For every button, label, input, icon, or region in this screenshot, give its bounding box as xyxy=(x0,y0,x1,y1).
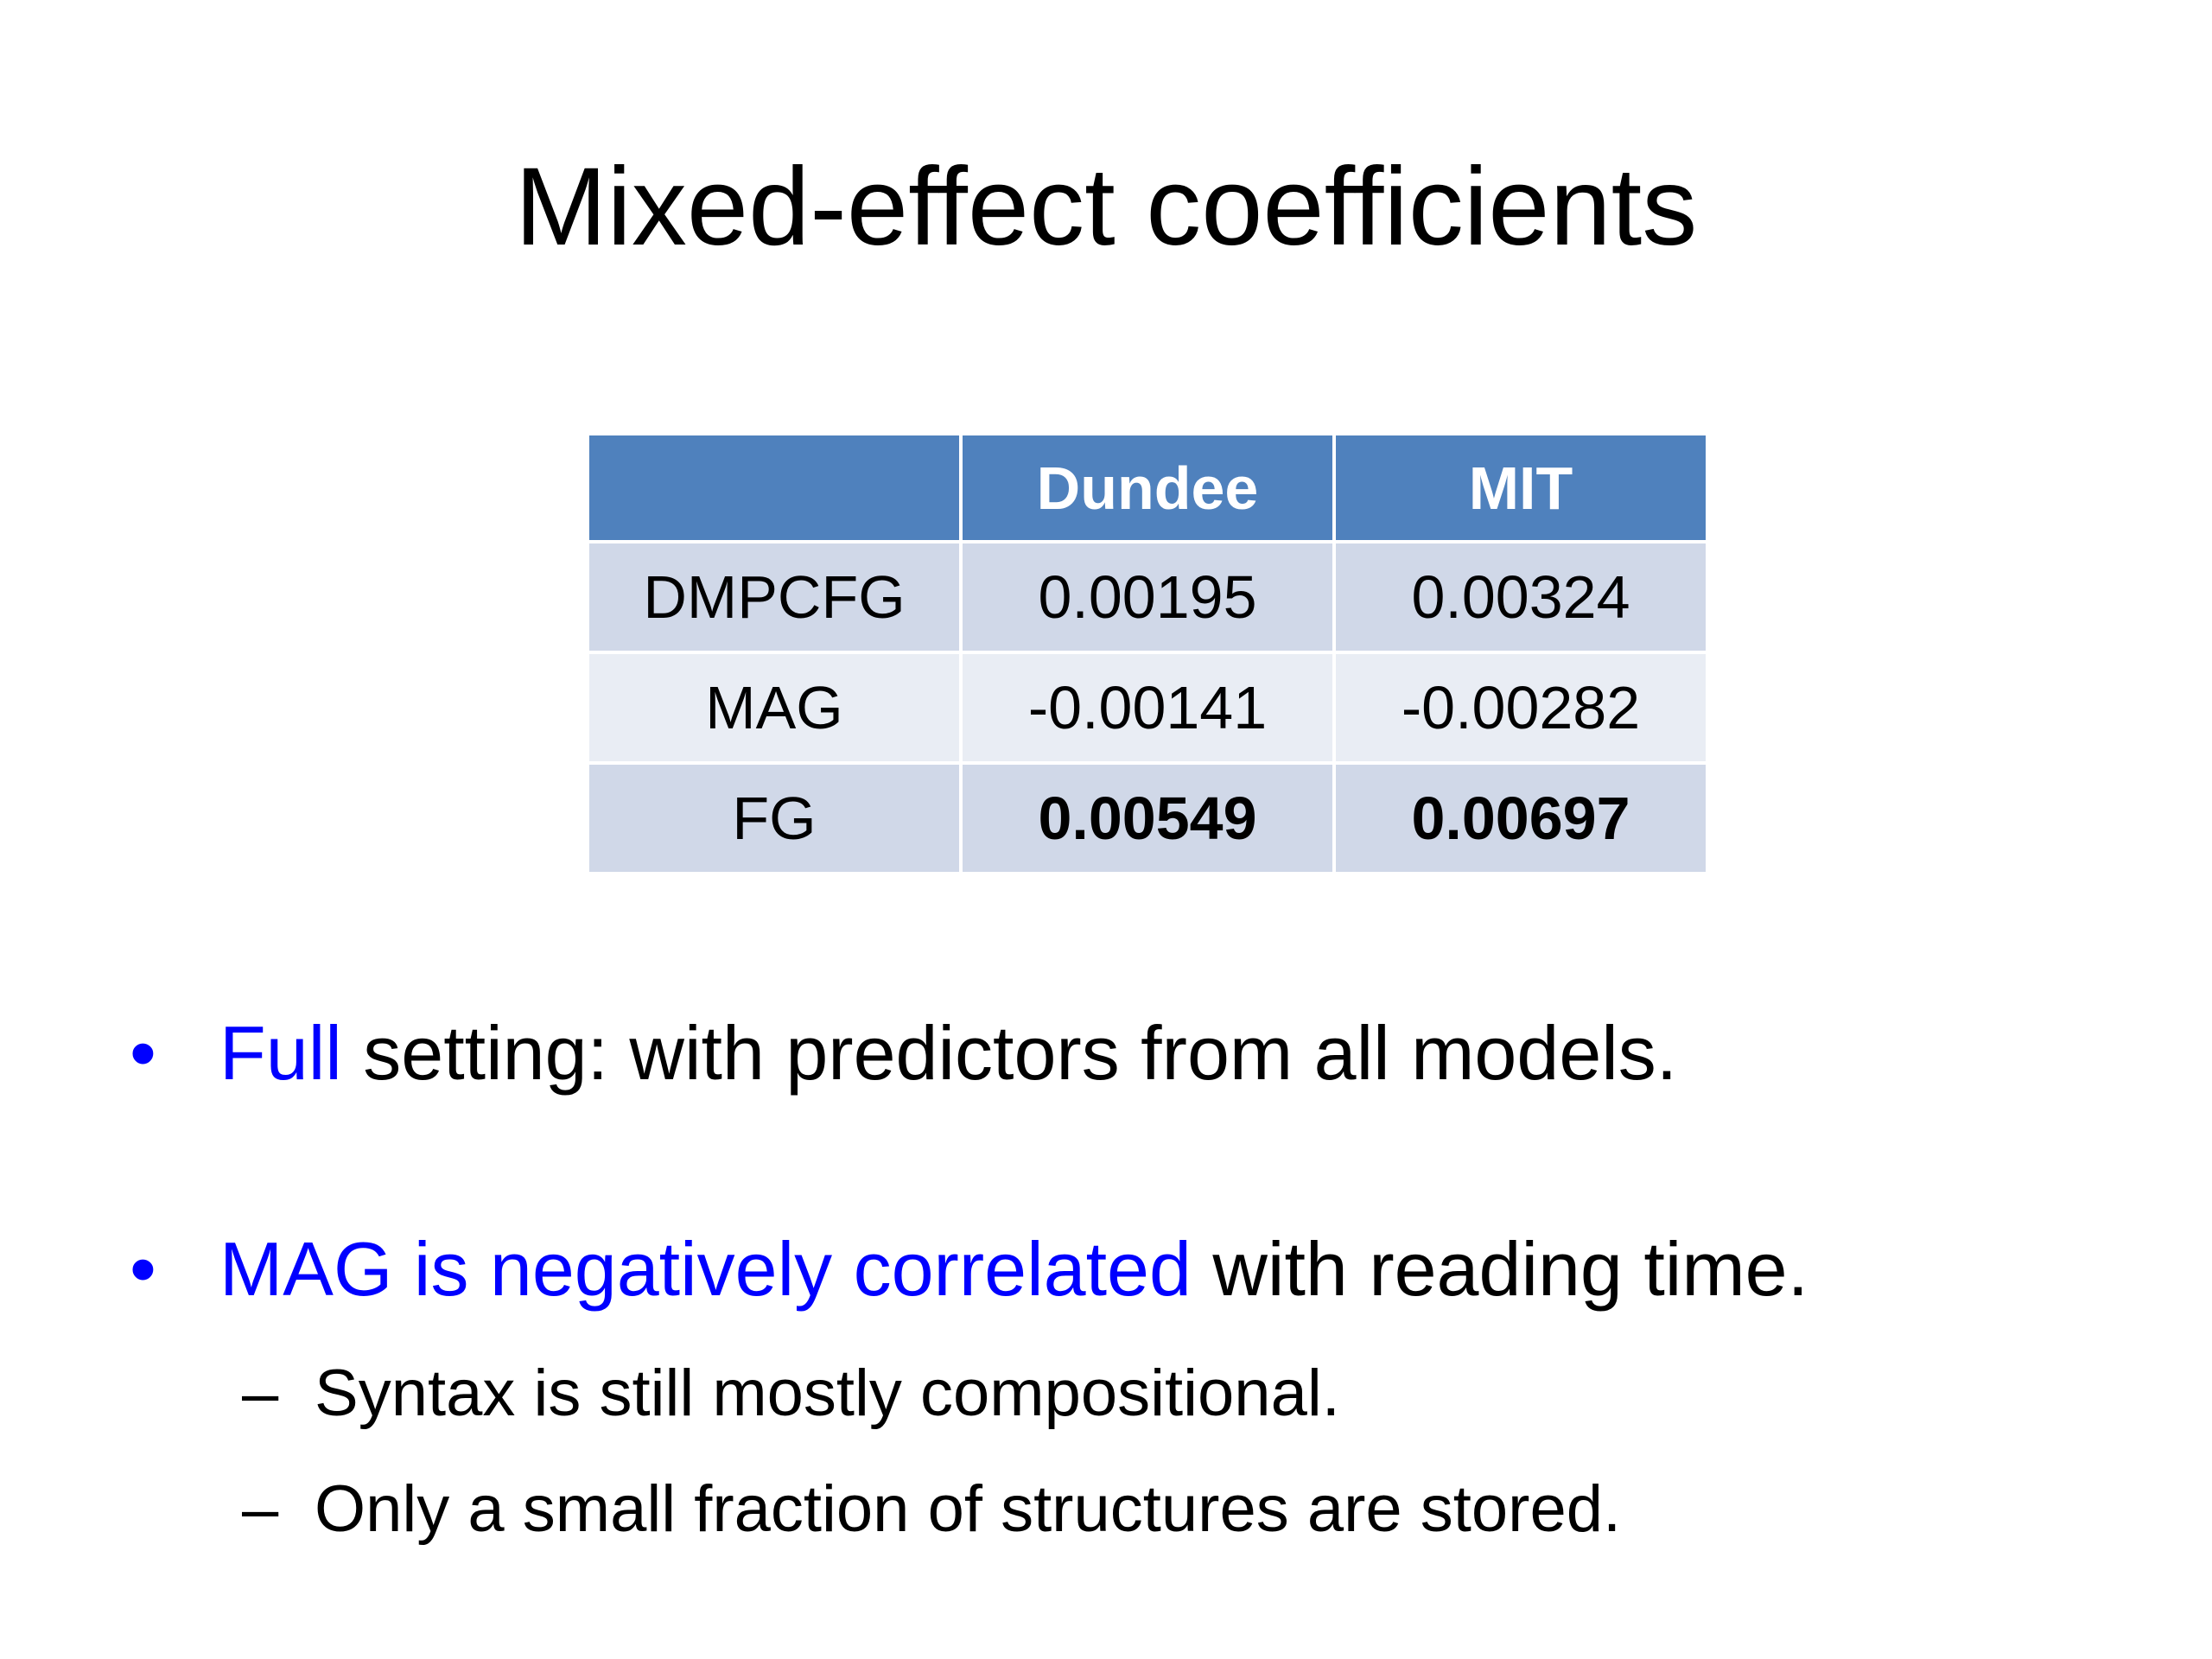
value-cell: -0.00282 xyxy=(1332,651,1709,765)
row-label: FG xyxy=(586,761,963,875)
bullet-marker: • xyxy=(130,1226,156,1312)
table-row: DMPCFG 0.00195 0.00324 xyxy=(586,540,1709,654)
value-cell: 0.00195 xyxy=(959,540,1336,654)
table-row: FG 0.00549 0.00697 xyxy=(586,761,1709,875)
bullet-text: Full setting: with predictors from all m… xyxy=(219,1006,1677,1101)
slide-title: Mixed-effect coefficients xyxy=(514,145,1698,269)
row-label: MAG xyxy=(586,651,963,765)
sub-bullet-marker: – xyxy=(242,1472,279,1546)
corner-cell xyxy=(586,432,963,543)
value-cell: 0.00549 xyxy=(959,761,1336,875)
bullet-text: MAG is negatively correlated with readin… xyxy=(219,1222,1808,1317)
sub-bullet-text: Only a small fraction of structures are … xyxy=(315,1472,1622,1546)
value-cell: 0.00324 xyxy=(1332,540,1709,654)
table-row: MAG -0.00141 -0.00282 xyxy=(586,651,1709,765)
column-header: Dundee xyxy=(959,432,1336,543)
value-cell: 0.00697 xyxy=(1332,761,1709,875)
column-header: MIT xyxy=(1332,432,1709,543)
sub-bullet-text: Syntax is still mostly compositional. xyxy=(315,1357,1340,1430)
plain-text: with reading time. xyxy=(1191,1226,1809,1312)
coefficient-table: Dundee MIT DMPCFG 0.00195 0.00324 MAG -0.001… xyxy=(586,432,1709,875)
highlight-text: Full xyxy=(219,1010,342,1096)
plain-text: setting: with predictors from all models… xyxy=(341,1010,1678,1096)
highlight-text: MAG is negatively correlated xyxy=(219,1226,1192,1312)
bullet-marker: • xyxy=(130,1010,156,1096)
row-label: DMPCFG xyxy=(586,540,963,654)
header-row: Dundee MIT xyxy=(586,432,1709,543)
value-cell: -0.00141 xyxy=(959,651,1336,765)
sub-bullet-marker: – xyxy=(242,1357,279,1430)
